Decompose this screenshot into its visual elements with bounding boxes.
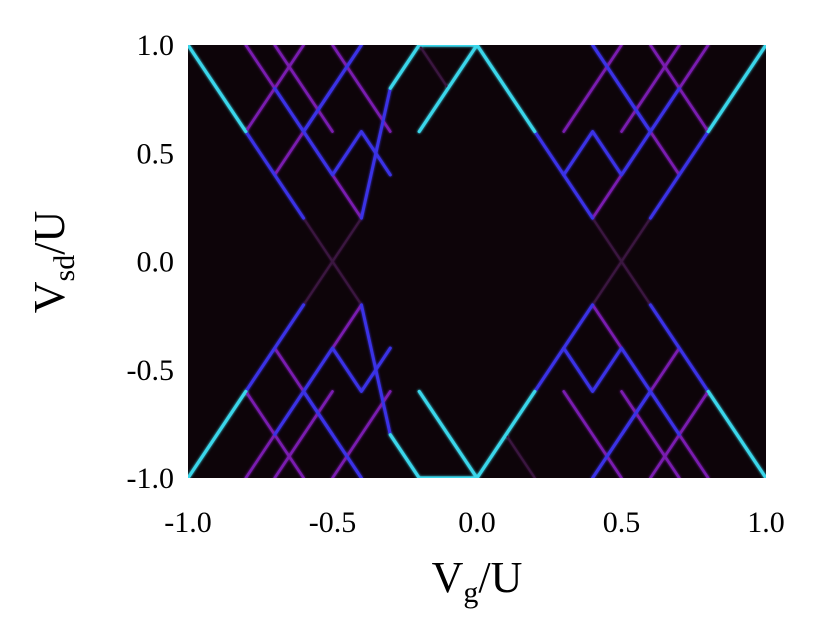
conductance-line-faint-cross-52 (331, 217, 363, 306)
x-tick-label: -0.5 (309, 506, 357, 539)
x-axis-label-sub: g (463, 576, 478, 609)
conductance-line-faint-cross-56 (504, 433, 536, 478)
conductance-line-grid-weak-32 (620, 45, 681, 133)
x-tick-labels: -1.0 -0.5 0.0 0.5 1.0 (164, 506, 785, 539)
conductance-line-grid-medium-47 (620, 86, 652, 134)
x-tick-label: 1.0 (747, 506, 785, 539)
conductance-line-main-left-outer-0 (188, 45, 248, 134)
conductance-line-main-right-outer-15 (648, 303, 710, 393)
conductance-line-grid-medium-44 (302, 389, 334, 437)
x-tick-label: -1.0 (164, 506, 212, 539)
conductance-line-grid-weak-27 (273, 390, 334, 478)
y-tick-label: -1.0 (127, 462, 175, 495)
conductance-line-faint-cross-54 (620, 217, 652, 306)
plot-background (188, 45, 766, 478)
conductance-line-grid-weak-37 (620, 390, 681, 478)
conductance-line-main-center-10 (417, 389, 537, 478)
conductance-line-main-left-inner-4 (388, 45, 421, 90)
y-tick-labels: -1.0 -0.5 0.0 0.5 1.0 (127, 29, 175, 495)
y-tick-label: 0.0 (137, 246, 175, 279)
conductance-line-grid-weak-22 (331, 45, 392, 133)
y-tick-label: -0.5 (127, 354, 175, 387)
conductance-line-main-center-9 (417, 45, 479, 134)
conductance-line-main-left-outer-2 (188, 389, 248, 478)
conductance-line-grid-weak-38 (562, 390, 623, 478)
conductance-line-main-right-outer-13 (648, 130, 710, 220)
conductance-line-main-right-outer-14 (706, 389, 766, 478)
conductance-line-grid-weak-21 (273, 45, 334, 133)
conductance-line-main-left-outer-3 (244, 303, 306, 393)
conductance-line-grid-medium-41 (302, 86, 334, 134)
x-axis-label-rest: /U (478, 553, 522, 602)
y-axis-label-main: V (25, 281, 74, 313)
conductance-line-grid-weak-33 (562, 45, 623, 133)
y-axis-label-sub: sd (48, 255, 81, 282)
x-axis-label: Vg/U (432, 553, 523, 609)
y-axis-label-rest: /U (25, 211, 74, 255)
conductance-line-main-center-11 (417, 389, 479, 478)
y-tick-label: 0.5 (137, 137, 175, 170)
conductance-line-main-left-outer-1 (244, 130, 306, 220)
x-tick-label: 0.0 (458, 506, 496, 539)
conductance-line-main-right-outer-12 (706, 45, 766, 134)
conductance-line-main-left-inner-6 (388, 433, 421, 478)
conductance-line-faint-cross-55 (418, 45, 450, 90)
conductance-line-grid-weak-28 (331, 390, 392, 478)
y-axis-label: Vsd/U (25, 211, 81, 313)
y-tick-label: 1.0 (137, 29, 175, 62)
conductance-line-main-center-8 (417, 45, 537, 134)
conductance-line-grid-medium-50 (620, 389, 652, 437)
x-tick-label: 0.5 (603, 506, 641, 539)
conductance-lines (188, 45, 766, 478)
x-axis-label-main: V (432, 553, 464, 602)
